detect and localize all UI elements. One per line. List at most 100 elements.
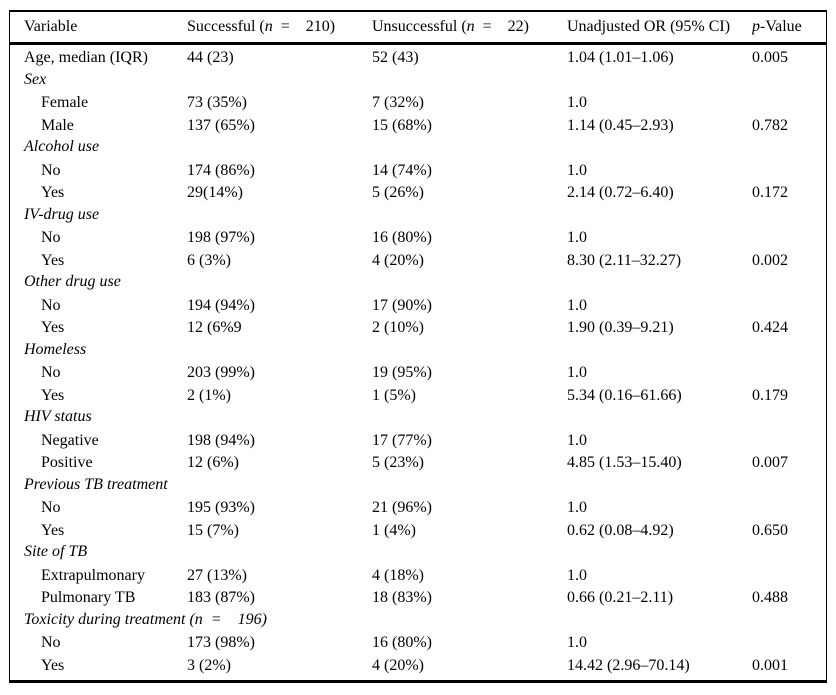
table-row: No 195 (93%) 21 (96%) 1.0 [10,497,826,520]
table-row: HIV status [10,407,826,430]
cell-variable: Previous TB treatment [24,475,168,493]
cell-successful: 183 (87%) [187,589,255,607]
cell-variable: Negative [41,431,99,449]
cell-variable: Yes [41,521,65,539]
cell-successful: 15 (7%) [187,521,239,539]
cell-variable: Yes [41,251,65,269]
cell-odds-ratio: 1.0 [567,499,587,517]
table-row: Yes 6 (3%) 4 (20%) 8.30 (2.11–32.27) 0.0… [10,250,826,273]
cell-variable: No [41,296,61,314]
cell-variable: Other drug use [24,273,121,291]
table-row: Other drug use [10,272,826,295]
cell-variable: Toxicity during treatment (n = 196) [24,610,267,628]
cell-odds-ratio: 1.0 [567,364,587,382]
cell-successful: 173 (98%) [187,634,255,652]
table-row: Yes 3 (2%) 4 (20%) 14.42 (2.96–70.14) 0.… [10,655,826,678]
table-row: No 174 (86%) 14 (74%) 1.0 [10,160,826,183]
cell-variable: No [41,364,61,382]
cell-unsuccessful: 18 (83%) [372,589,432,607]
table-row: No 203 (99%) 19 (95%) 1.0 [10,362,826,385]
table-row: Yes 12 (6%9 2 (10%) 1.90 (0.39–9.21) 0.4… [10,317,826,340]
cell-odds-ratio: 1.0 [567,229,587,247]
table-row: Age, median (IQR) 44 (23) 52 (43) 1.04 (… [10,47,826,70]
cell-unsuccessful: 4 (20%) [372,251,424,269]
cell-successful: 195 (93%) [187,499,255,517]
cell-unsuccessful: 2 (10%) [372,319,424,337]
cell-p-value: 0.172 [752,184,788,202]
unsuccessful-header-n: n [466,18,475,35]
cell-variable: No [41,229,61,247]
cell-successful: 73 (35%) [187,94,247,112]
successful-header-n: n [264,18,273,35]
cell-successful: 3 (2%) [187,656,231,674]
cell-unsuccessful: 4 (18%) [372,566,424,584]
cell-variable: IV-drug use [24,205,100,223]
cell-p-value: 0.782 [752,116,788,134]
cell-unsuccessful: 19 (95%) [372,364,432,382]
cell-unsuccessful: 21 (96%) [372,499,432,517]
cell-successful: 174 (86%) [187,161,255,179]
table-row: Female 73 (35%) 7 (32%) 1.0 [10,92,826,115]
table-row: Positive 12 (6%) 5 (23%) 4.85 (1.53–15.4… [10,452,826,475]
cell-odds-ratio: 1.0 [567,634,587,652]
table-row: Toxicity during treatment (n = 196) [10,610,826,633]
column-header-variable-label: Variable [24,18,78,35]
table-row: No 173 (98%) 16 (80%) 1.0 [10,632,826,655]
cell-odds-ratio: 1.0 [567,161,587,179]
table-row: Yes 15 (7%) 1 (4%) 0.62 (0.08–4.92) 0.65… [10,520,826,543]
cell-odds-ratio: 1.0 [567,94,587,112]
cell-unsuccessful: 1 (4%) [372,521,416,539]
odds-ratio-header-label: Unadjusted OR (95% CI) [567,18,731,35]
regression-table: Variable Successful (n = 210) Unsuccessf… [9,10,827,683]
cell-unsuccessful: 5 (23%) [372,454,424,472]
cell-successful: 27 (13%) [187,566,247,584]
table-row: Yes 29(14%) 5 (26%) 2.14 (0.72–6.40) 0.1… [10,182,826,205]
p-value-header-suffix: -Value [760,18,802,35]
cell-successful: 198 (94%) [187,431,255,449]
unsuccessful-header-count: = 22) [474,18,529,35]
table-row: Yes 2 (1%) 1 (5%) 5.34 (0.16–61.66) 0.17… [10,385,826,408]
cell-variable: No [41,634,61,652]
column-header-odds-ratio: Unadjusted OR (95% CI) [567,18,752,36]
cell-successful: 198 (97%) [187,229,255,247]
cell-unsuccessful: 17 (77%) [372,431,432,449]
cell-unsuccessful: 14 (74%) [372,161,432,179]
cell-variable: Yes [41,386,65,404]
column-header-p-value: p-Value [752,18,826,36]
cell-unsuccessful: 5 (26%) [372,184,424,202]
cell-unsuccessful: 15 (68%) [372,116,432,134]
table-row: Sex [10,70,826,93]
cell-odds-ratio: 8.30 (2.11–32.27) [567,251,682,269]
cell-variable: Yes [41,656,65,674]
cell-successful: 203 (99%) [187,364,255,382]
cell-variable: Yes [41,319,65,337]
cell-variable: Site of TB [24,543,88,561]
cell-odds-ratio: 1.0 [567,431,587,449]
cell-p-value: 0.005 [752,49,788,67]
cell-odds-ratio: 1.0 [567,566,587,584]
cell-p-value: 0.001 [752,656,788,674]
cell-variable: Alcohol use [24,138,100,156]
cell-odds-ratio: 14.42 (2.96–70.14) [567,656,690,674]
cell-successful: 44 (23) [187,49,234,67]
cell-successful: 12 (6%) [187,454,239,472]
cell-odds-ratio: 1.0 [567,296,587,314]
unsuccessful-header-prefix: Unsuccessful ( [372,18,467,35]
cell-successful: 194 (94%) [187,296,255,314]
cell-successful: 2 (1%) [187,386,231,404]
table-row: Alcohol use [10,137,826,160]
cell-unsuccessful: 1 (5%) [372,386,416,404]
table-header-row: Variable Successful (n = 210) Unsuccessf… [10,12,826,45]
table-row: Male 137 (65%) 15 (68%) 1.14 (0.45–2.93)… [10,115,826,138]
cell-variable: Yes [41,184,65,202]
cell-odds-ratio: 5.34 (0.16–61.66) [567,386,682,404]
cell-successful: 6 (3%) [187,251,231,269]
column-header-variable: Variable [10,18,187,36]
cell-odds-ratio: 1.90 (0.39–9.21) [567,319,674,337]
column-header-unsuccessful: Unsuccessful (n = 22) [372,18,567,36]
p-value-header-p: p [752,18,760,35]
cell-variable: HIV status [24,408,92,426]
table-row: Homeless [10,340,826,363]
cell-unsuccessful: 16 (80%) [372,229,432,247]
